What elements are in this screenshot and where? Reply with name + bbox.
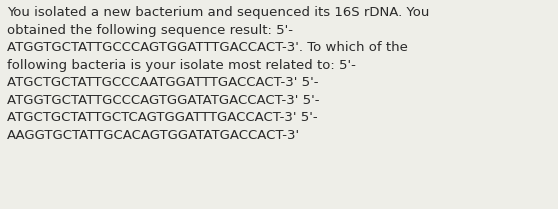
Text: You isolated a new bacterium and sequenced its 16S rDNA. You
obtained the follow: You isolated a new bacterium and sequenc… — [7, 6, 429, 142]
